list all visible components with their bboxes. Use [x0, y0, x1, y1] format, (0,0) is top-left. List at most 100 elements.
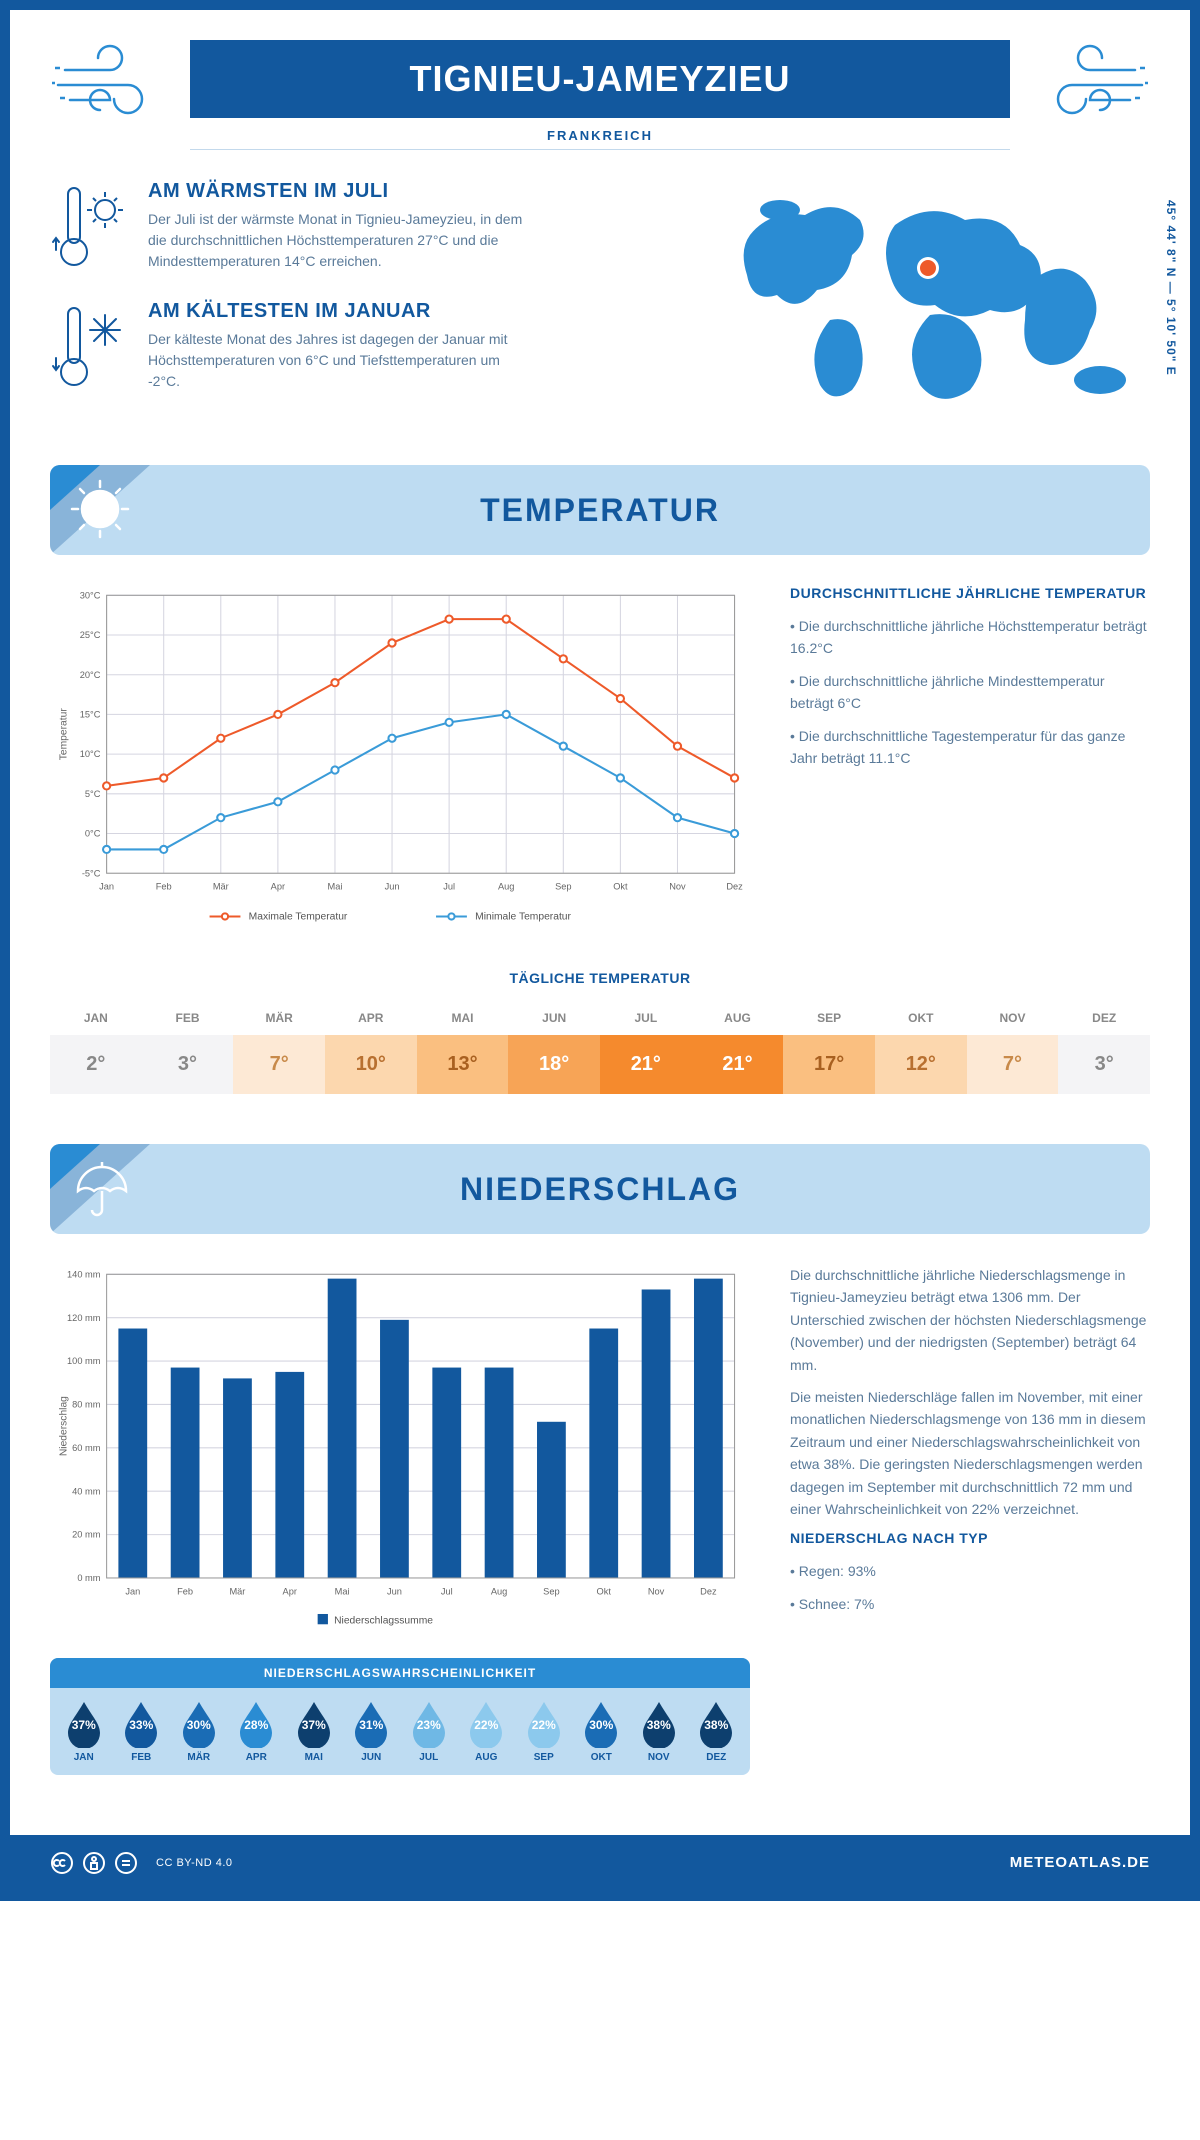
info-section: AM WÄRMSTEN IM JULI Der Juli ist der wär…	[50, 180, 1150, 425]
raindrop-icon: 33%	[119, 1698, 163, 1748]
raindrop-icon: 23%	[407, 1698, 451, 1748]
daily-month-header: APR	[325, 1001, 417, 1035]
prob-month: AUG	[459, 1752, 515, 1763]
map-block: 45° 44' 8" N — 5° 10' 50" E	[710, 180, 1150, 425]
temp-bullet: • Die durchschnittliche jährliche Höchst…	[790, 615, 1150, 660]
precip-bar-chart: 0 mm20 mm40 mm60 mm80 mm100 mm120 mm140 …	[50, 1264, 750, 1635]
coordinates: 45° 44' 8" N — 5° 10' 50" E	[1164, 200, 1178, 376]
prob-value: 31%	[349, 1718, 393, 1732]
coldest-block: AM KÄLTESTEN IM JANUAR Der kälteste Mona…	[50, 300, 680, 395]
coldest-text: AM KÄLTESTEN IM JANUAR Der kälteste Mona…	[148, 300, 528, 395]
svg-text:Mai: Mai	[328, 882, 343, 892]
daily-month-header: SEP	[783, 1001, 875, 1035]
raindrop-icon: 31%	[349, 1698, 393, 1748]
warmest-text: AM WÄRMSTEN IM JULI Der Juli ist der wär…	[148, 180, 528, 275]
content: TIGNIEU-JAMEYZIEU FRANKREICH	[10, 10, 1190, 1835]
header: TIGNIEU-JAMEYZIEU FRANKREICH	[50, 40, 1150, 150]
prob-value: 33%	[119, 1718, 163, 1732]
daily-temp-cell: 7°	[233, 1035, 325, 1094]
svg-text:Mär: Mär	[213, 882, 229, 892]
precip-p1: Die durchschnittliche jährliche Niedersc…	[790, 1264, 1150, 1376]
temp-side-title: DURCHSCHNITTLICHE JÄHRLICHE TEMPERATUR	[790, 585, 1150, 601]
precip-side: Die durchschnittliche jährliche Niedersc…	[790, 1264, 1150, 1775]
prob-value: 28%	[234, 1718, 278, 1732]
daily-month-header: NOV	[967, 1001, 1059, 1035]
prob-value: 30%	[579, 1718, 623, 1732]
warmest-block: AM WÄRMSTEN IM JULI Der Juli ist der wär…	[50, 180, 680, 275]
svg-text:20 mm: 20 mm	[72, 1530, 101, 1540]
svg-text:Jun: Jun	[385, 882, 400, 892]
prob-cell: 30% OKT	[574, 1698, 630, 1763]
prob-month: FEB	[114, 1752, 170, 1763]
raindrop-icon: 30%	[177, 1698, 221, 1748]
precip-type-bullet: • Regen: 93%	[790, 1560, 1150, 1582]
svg-text:Apr: Apr	[271, 882, 285, 892]
raindrop-icon: 22%	[522, 1698, 566, 1748]
svg-text:0°C: 0°C	[85, 829, 101, 839]
license-text: CC BY-ND 4.0	[156, 1857, 233, 1869]
warmest-desc: Der Juli ist der wärmste Monat in Tignie…	[148, 209, 528, 272]
daily-month-header: JAN	[50, 1001, 142, 1035]
svg-text:Nov: Nov	[669, 882, 686, 892]
daily-temp-cell: 18°	[508, 1035, 600, 1094]
svg-text:Jul: Jul	[441, 1586, 453, 1596]
svg-text:Feb: Feb	[177, 1586, 193, 1596]
svg-text:25°C: 25°C	[80, 630, 101, 640]
svg-text:Jan: Jan	[125, 1586, 140, 1596]
svg-text:Jul: Jul	[443, 882, 455, 892]
svg-text:10°C: 10°C	[80, 749, 101, 759]
coldest-title: AM KÄLTESTEN IM JANUAR	[148, 300, 528, 323]
source-text: METEOATLAS.DE	[1010, 1854, 1150, 1871]
svg-text:Dez: Dez	[726, 882, 743, 892]
temp-line-chart: -5°C0°C5°C10°C15°C20°C25°C30°CJanFebMärA…	[50, 585, 750, 935]
prob-strip: NIEDERSCHLAGSWAHRSCHEINLICHKEIT 37% JAN …	[50, 1658, 750, 1775]
daily-temp-cell: 3°	[1058, 1035, 1150, 1094]
svg-text:Aug: Aug	[498, 882, 514, 892]
temp-chart-row: -5°C0°C5°C10°C15°C20°C25°C30°CJanFebMärA…	[50, 585, 1150, 940]
thermometer-cold-icon	[50, 300, 130, 395]
svg-text:Niederschlagssumme: Niederschlagssumme	[334, 1615, 433, 1626]
coldest-desc: Der kälteste Monat des Jahres ist dagege…	[148, 329, 528, 392]
svg-text:Mär: Mär	[229, 1586, 245, 1596]
wind-icon-right	[1030, 40, 1150, 130]
cc-icon	[50, 1851, 74, 1875]
prob-cell: 38% DEZ	[689, 1698, 745, 1763]
svg-text:60 mm: 60 mm	[72, 1443, 101, 1453]
prob-month: MAI	[286, 1752, 342, 1763]
svg-text:Niederschlag: Niederschlag	[58, 1396, 69, 1456]
daily-month-header: AUG	[692, 1001, 784, 1035]
wind-icon-left	[50, 40, 170, 130]
temp-bullet: • Die durchschnittliche jährliche Mindes…	[790, 670, 1150, 715]
raindrop-icon: 38%	[637, 1698, 681, 1748]
world-map-icon	[710, 180, 1150, 420]
daily-temp-cell: 12°	[875, 1035, 967, 1094]
daily-temp-cell: 3°	[142, 1035, 234, 1094]
svg-text:Nov: Nov	[648, 1586, 665, 1596]
precip-chart-row: 0 mm20 mm40 mm60 mm80 mm100 mm120 mm140 …	[50, 1264, 1150, 1775]
daily-month-header: DEZ	[1058, 1001, 1150, 1035]
daily-temp-cell: 21°	[600, 1035, 692, 1094]
svg-text:Jun: Jun	[387, 1586, 402, 1596]
umbrella-icon	[68, 1156, 133, 1221]
prob-row: 37% JAN 33% FEB 30% MÄR 28% APR 37% MAI …	[50, 1688, 750, 1763]
prob-cell: 22% SEP	[516, 1698, 572, 1763]
svg-text:-5°C: -5°C	[82, 868, 101, 878]
svg-text:40 mm: 40 mm	[72, 1486, 101, 1496]
prob-value: 37%	[62, 1718, 106, 1732]
prob-value: 23%	[407, 1718, 451, 1732]
prob-cell: 30% MÄR	[171, 1698, 227, 1763]
prob-value: 38%	[637, 1718, 681, 1732]
prob-month: NOV	[631, 1752, 687, 1763]
svg-text:Jan: Jan	[99, 882, 114, 892]
precip-banner: NIEDERSCHLAG	[50, 1144, 1150, 1234]
prob-cell: 28% APR	[229, 1698, 285, 1763]
prob-cell: 38% NOV	[631, 1698, 687, 1763]
warmest-title: AM WÄRMSTEN IM JULI	[148, 180, 528, 203]
footer: CC BY-ND 4.0 METEOATLAS.DE	[10, 1835, 1190, 1891]
daily-month-header: MÄR	[233, 1001, 325, 1035]
temp-banner-title: TEMPERATUR	[50, 492, 1150, 529]
svg-text:Okt: Okt	[597, 1586, 612, 1596]
prob-cell: 31% JUN	[344, 1698, 400, 1763]
thermometer-hot-icon	[50, 180, 130, 275]
precip-p2: Die meisten Niederschläge fallen im Nove…	[790, 1386, 1150, 1520]
